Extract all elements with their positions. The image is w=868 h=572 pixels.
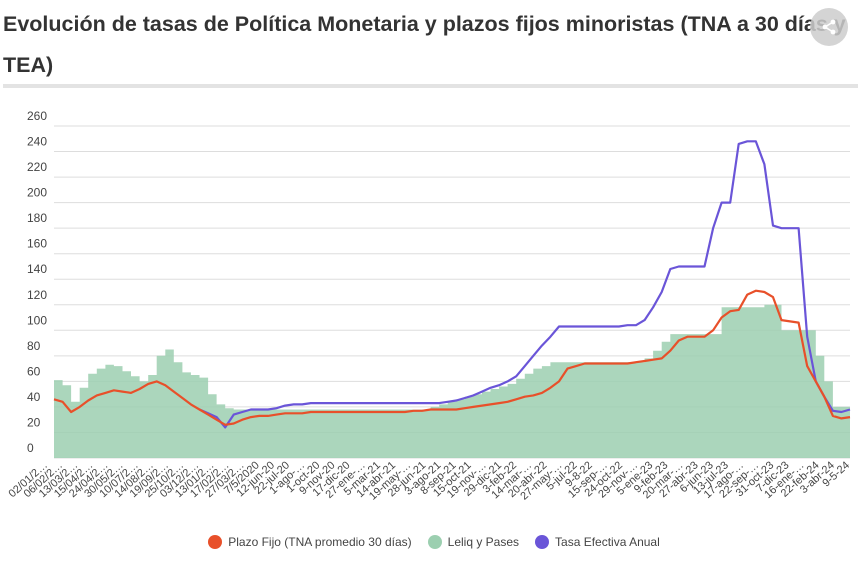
leliq-area-layer: [54, 304, 850, 458]
y-tick-label: 200: [27, 186, 47, 200]
y-tick-label: 260: [27, 109, 47, 123]
legend-label-tea: Tasa Efectiva Anual: [555, 535, 660, 549]
legend: Plazo Fijo (TNA promedio 30 días) Leliq …: [0, 535, 868, 549]
y-tick-label: 180: [27, 211, 47, 225]
y-tick-label: 140: [27, 262, 47, 276]
share-button[interactable]: [810, 8, 848, 46]
legend-marker-tea: [535, 535, 550, 549]
y-tick-label: 120: [27, 288, 47, 302]
share-icon: [822, 19, 836, 35]
y-tick-label: 220: [27, 160, 47, 174]
legend-marker-plazo-fijo: [208, 535, 223, 549]
y-tick-label: 100: [27, 313, 47, 327]
legend-item-leliq[interactable]: Leliq y Pases: [427, 535, 520, 549]
legend-item-plazo-fijo[interactable]: Plazo Fijo (TNA promedio 30 días): [208, 535, 412, 549]
y-tick-label: 0: [27, 441, 34, 455]
plazo-fijo-line: [53, 289, 851, 426]
legend-label-leliq: Leliq y Pases: [447, 535, 520, 549]
y-tick-label: 240: [27, 135, 47, 149]
legend-label-plazo-fijo: Plazo Fijo (TNA promedio 30 días): [228, 535, 412, 549]
y-tick-label: 80: [27, 339, 41, 353]
legend-marker-leliq: [427, 535, 442, 549]
y-tick-label: 20: [27, 415, 41, 429]
leliq-area: [54, 304, 850, 458]
x-axis: 02/01/2…06/02/2…13/03/2…15/04/2…24/04/2……: [7, 459, 852, 502]
tea-line: [199, 140, 851, 429]
chart-title: Evolución de tasas de Política Monetaria…: [3, 12, 846, 77]
y-axis: 0 20 40 60 80 100 120 140 160 180 200 220 240 260: [27, 109, 47, 455]
legend-item-tea[interactable]: Tasa Efectiva Anual: [535, 535, 660, 549]
series-lines: [53, 140, 851, 429]
y-tick-label: 40: [27, 390, 41, 404]
title-divider: [3, 84, 858, 88]
y-tick-label: 60: [27, 364, 41, 378]
y-tick-label: 160: [27, 237, 47, 251]
